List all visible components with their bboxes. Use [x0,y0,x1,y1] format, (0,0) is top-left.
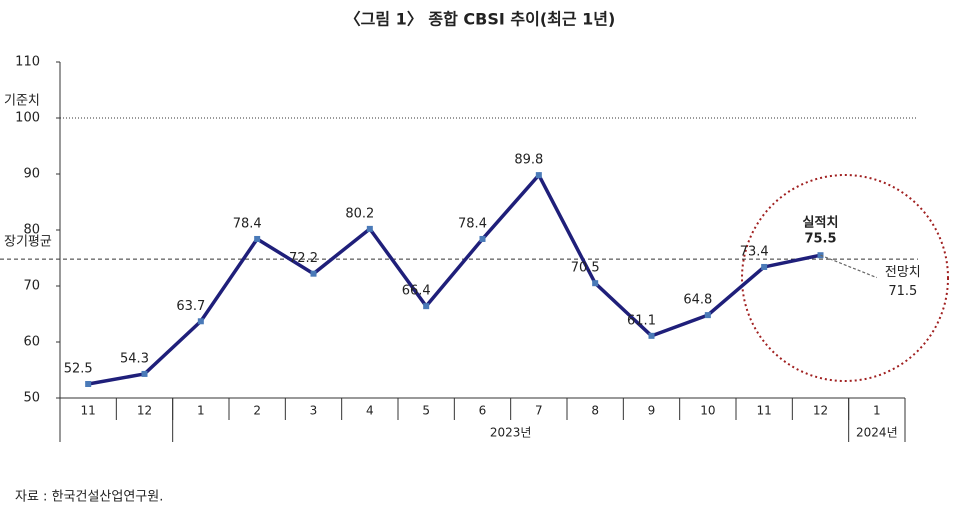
x-tick-label: 4 [366,404,374,418]
x-tick-label: 3 [310,404,318,418]
data-point [366,225,373,232]
data-point [704,312,711,319]
value-label: 52.5 [64,362,93,377]
data-point [535,172,542,179]
value-label: 75.5 [804,232,836,247]
value-label: 54.3 [120,351,149,366]
data-point [197,318,204,325]
y-tick-label: 100 [15,111,40,126]
x-tick-label: 7 [535,404,543,418]
x-tick-label: 6 [479,404,487,418]
value-label: 66.4 [402,284,431,299]
x-tick-label: 5 [422,404,430,418]
data-point [423,303,430,310]
value-label: 89.8 [514,153,543,168]
reference-label: 기준치 [4,94,40,109]
x-tick-label: 2 [253,404,261,418]
x-tick-label: 1 [197,404,205,418]
x-tick-label: 11 [757,404,772,418]
y-tick-label: 90 [23,167,40,182]
year-label: 2024년 [856,426,898,440]
value-label: 78.4 [458,216,487,231]
value-label: 63.7 [176,299,205,314]
data-point [310,270,317,277]
x-tick-label: 11 [81,404,96,418]
y-tick-label: 80 [23,223,40,238]
value-label: 80.2 [345,206,374,221]
year-label: 2023년 [490,426,532,440]
x-tick-label: 9 [648,404,656,418]
data-point [592,280,599,287]
x-tick-label: 10 [700,404,715,418]
series-line [820,254,878,279]
value-label: 71.5 [888,284,917,299]
data-point [648,332,655,339]
x-tick-label: 12 [813,404,828,418]
data-point [761,263,768,270]
series-line [87,172,821,386]
y-tick-label: 60 [23,335,40,350]
y-tick-label: 50 [23,391,40,406]
chart-title: 〈그림 1〉 종합 CBSI 추이(최근 1년) [345,10,616,29]
series-annotation: 실적치 [803,215,839,231]
value-label: 78.4 [233,216,262,231]
data-point [254,235,261,242]
highlight-circle [741,174,949,382]
value-label: 72.2 [289,251,318,266]
x-tick-label: 1 [873,404,881,418]
value-label: 61.1 [627,313,656,328]
value-label: 70.5 [571,261,600,276]
value-label: 64.8 [683,293,712,308]
x-tick-label: 12 [137,404,152,418]
y-tick-label: 110 [15,55,40,70]
y-tick-label: 70 [23,279,40,294]
series-annotation: 전망치 [885,265,921,280]
x-tick-label: 8 [591,404,599,418]
reference-label: 장기평균 [4,235,52,250]
data-point [141,370,148,377]
data-point [479,235,486,242]
source: 자료 : 한국건설산업연구원. [15,490,163,505]
value-label: 73.4 [740,244,769,259]
data-point [85,381,92,387]
